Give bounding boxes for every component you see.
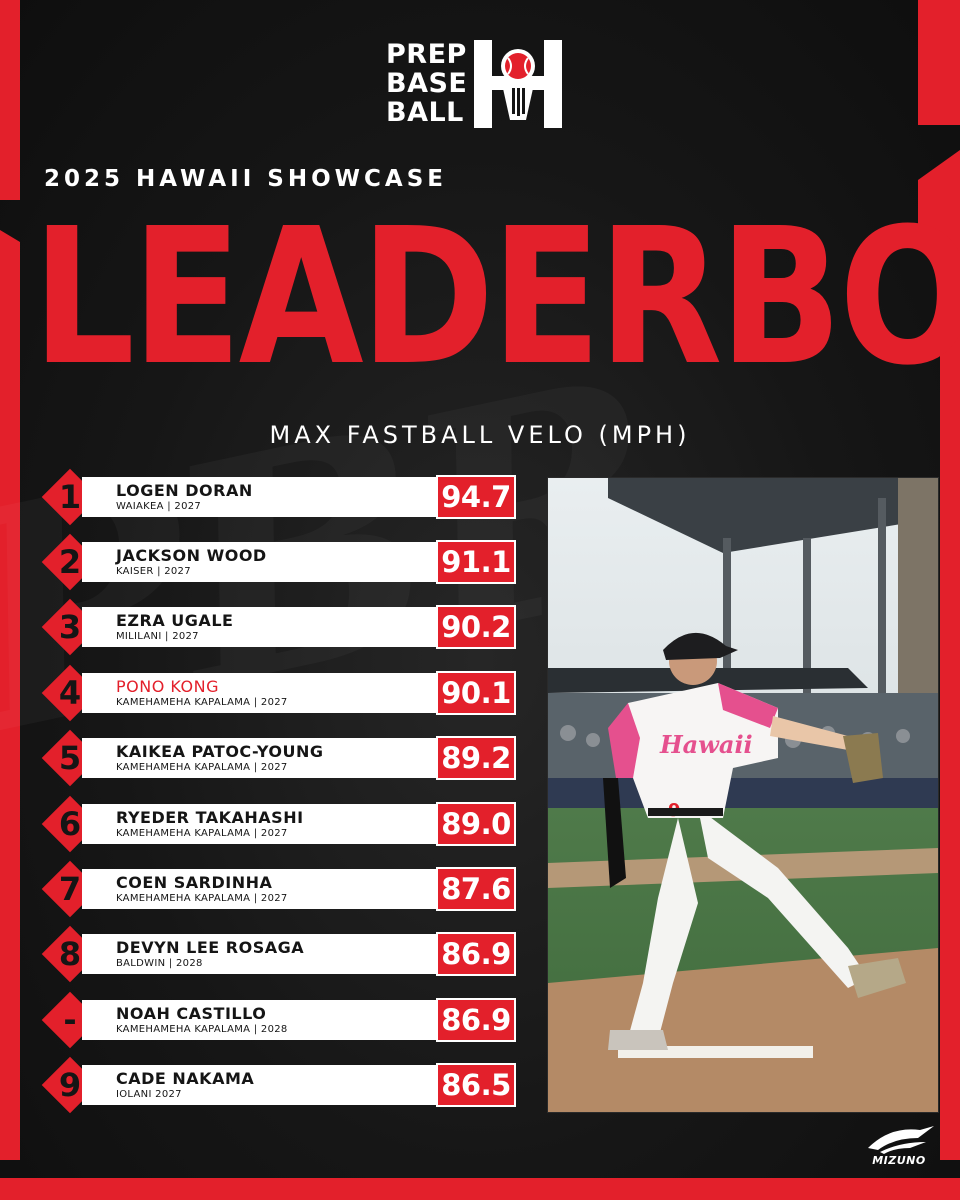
- rank-number: 1: [58, 478, 82, 516]
- player-school: MILILANI | 2027: [116, 631, 199, 642]
- player-name: LOGEN DORAN: [116, 481, 253, 500]
- player-school: KAISER | 2027: [116, 566, 191, 577]
- right-red-frame: [918, 0, 960, 125]
- velo-value: 89.0: [436, 802, 516, 846]
- player-name-highlighted: PONO KONG: [116, 677, 219, 696]
- page-title: LEADERBOARD: [32, 188, 960, 407]
- player-name: JACKSON WOOD: [116, 546, 267, 565]
- bottom-red-bar: [0, 1178, 960, 1200]
- event-subtitle: 2025 HAWAII SHOWCASE: [44, 166, 447, 192]
- player-bar: [82, 673, 438, 713]
- leaderboard-row: 8 DEVYN LEE ROSAGA BALDWIN | 2028 86.9: [41, 925, 519, 983]
- metric-label: MAX FASTBALL VELO (MPH): [269, 421, 691, 449]
- leaderboard-row: 7 COEN SARDINHA KAMEHAMEHA KAPALAMA | 20…: [41, 860, 519, 918]
- leaderboard-row: 3 EZRA UGALE MILILANI | 2027 90.2: [41, 598, 519, 656]
- velo-value: 86.5: [436, 1063, 516, 1107]
- player-bar: [82, 1065, 438, 1105]
- rank-number: 7: [58, 870, 82, 908]
- player-school: KAMEHAMEHA KAPALAMA | 2027: [116, 762, 288, 773]
- velo-value: 91.1: [436, 540, 516, 584]
- velo-value: 86.9: [436, 998, 516, 1042]
- leaderboard-row: - NOAH CASTILLO KAMEHAMEHA KAPALAMA | 20…: [41, 991, 519, 1049]
- velo-value: 90.2: [436, 605, 516, 649]
- pitcher-illustration: Hawaii 9: [548, 478, 938, 1112]
- pitcher-photo: Hawaii 9: [547, 477, 939, 1113]
- velo-value: 90.1: [436, 671, 516, 715]
- velo-value: 86.9: [436, 932, 516, 976]
- leaderboard-row: 1 LOGEN DORAN WAIAKEA | 2027 94.7: [41, 468, 519, 526]
- hi-baseball-mark-icon: [474, 40, 562, 128]
- player-bar: [82, 477, 438, 517]
- rank-number: 2: [58, 543, 82, 581]
- runbird-icon: [868, 1126, 934, 1154]
- logo-wordmark: PREP BASE BALL: [386, 39, 468, 128]
- leaderboard-row: 2 JACKSON WOOD KAISER | 2027 91.1: [41, 533, 519, 591]
- rank-number: 4: [58, 674, 82, 712]
- right-red-edge: [940, 250, 960, 1160]
- leaderboard-row: 5 KAIKEA PATOC-YOUNG KAMEHAMEHA KAPALAMA…: [41, 729, 519, 787]
- player-name: NOAH CASTILLO: [116, 1004, 267, 1023]
- player-school: WAIAKEA | 2027: [116, 501, 202, 512]
- sponsor-name: MIZUNO: [872, 1154, 926, 1167]
- player-name: EZRA UGALE: [116, 611, 234, 630]
- rank-number: 3: [58, 608, 82, 646]
- player-name: KAIKEA PATOC-YOUNG: [116, 742, 324, 761]
- rank-number: 8: [58, 935, 82, 973]
- player-school: KAMEHAMEHA KAPALAMA | 2028: [116, 1024, 288, 1035]
- player-school: KAMEHAMEHA KAPALAMA | 2027: [116, 828, 288, 839]
- player-name: DEVYN LEE ROSAGA: [116, 938, 305, 957]
- player-bar: [82, 804, 438, 844]
- svg-text:Hawaii: Hawaii: [659, 730, 753, 759]
- velo-value: 89.2: [436, 736, 516, 780]
- player-bar: [82, 869, 438, 909]
- player-name: RYEDER TAKAHASHI: [116, 808, 304, 827]
- player-bar: [82, 607, 438, 647]
- left-red-frame-lower: [0, 230, 20, 1160]
- rank-number: -: [63, 1001, 77, 1039]
- player-bar: [82, 738, 438, 778]
- rank-number: 6: [58, 805, 82, 843]
- player-school: KAMEHAMEHA KAPALAMA | 2027: [116, 697, 288, 708]
- left-red-frame: [0, 0, 20, 200]
- leaderboard-row: 9 CADE NAKAMA IOLANI 2027 86.5: [41, 1056, 519, 1114]
- player-bar: [82, 542, 438, 582]
- player-school: BALDWIN | 2028: [116, 958, 203, 969]
- player-bar: [82, 934, 438, 974]
- rank-number: 5: [58, 739, 82, 777]
- player-bar: [82, 1000, 438, 1040]
- velo-value: 94.7: [436, 475, 516, 519]
- leaderboard-row: 6 RYEDER TAKAHASHI KAMEHAMEHA KAPALAMA |…: [41, 795, 519, 853]
- player-name: CADE NAKAMA: [116, 1069, 255, 1088]
- player-school: KAMEHAMEHA KAPALAMA | 2027: [116, 893, 288, 904]
- player-name: COEN SARDINHA: [116, 873, 273, 892]
- leaderboard-row: 4 PONO KONG KAMEHAMEHA KAPALAMA | 2027 9…: [41, 664, 519, 722]
- mizuno-logo: MIZUNO: [860, 1124, 938, 1170]
- rank-number: 9: [58, 1066, 82, 1104]
- player-school: IOLANI 2027: [116, 1089, 182, 1100]
- velo-value: 87.6: [436, 867, 516, 911]
- prep-baseball-logo: PREP BASE BALL: [386, 40, 576, 130]
